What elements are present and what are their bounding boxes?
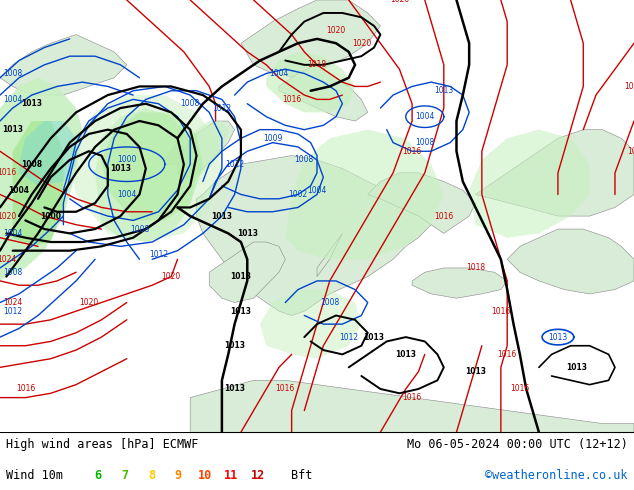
Text: 11: 11 [224, 469, 238, 482]
Text: 9: 9 [174, 469, 182, 482]
Text: 1013: 1013 [363, 333, 385, 342]
Text: 101: 101 [627, 147, 634, 156]
Text: 1013: 1013 [211, 212, 233, 220]
Text: 1020: 1020 [352, 39, 371, 48]
Text: 1012: 1012 [225, 160, 244, 169]
Text: 1016: 1016 [510, 385, 529, 393]
Text: 1016: 1016 [498, 350, 517, 359]
Text: 1013: 1013 [110, 164, 131, 173]
Text: 1018: 1018 [466, 264, 485, 272]
Polygon shape [101, 112, 203, 220]
Text: 1016: 1016 [403, 147, 422, 156]
Polygon shape [412, 268, 507, 298]
Text: Bft: Bft [291, 469, 313, 482]
Text: 1012: 1012 [339, 333, 358, 342]
Text: 7: 7 [121, 469, 129, 482]
Polygon shape [95, 108, 197, 242]
Text: 8: 8 [148, 469, 155, 482]
Text: 1016: 1016 [491, 307, 510, 316]
Text: 1012: 1012 [212, 103, 231, 113]
Polygon shape [197, 156, 431, 316]
Polygon shape [279, 65, 368, 121]
Text: 1024: 1024 [3, 298, 22, 307]
Polygon shape [285, 130, 444, 259]
Text: 1012: 1012 [149, 250, 168, 260]
Text: 1024: 1024 [0, 255, 16, 264]
Text: 1013: 1013 [2, 125, 23, 134]
Text: 1008: 1008 [295, 155, 314, 165]
Polygon shape [476, 130, 634, 216]
Text: 1004: 1004 [3, 229, 22, 238]
Text: 1008: 1008 [181, 99, 200, 108]
Text: 1016: 1016 [276, 385, 295, 393]
Text: ©weatheronline.co.uk: ©weatheronline.co.uk [485, 469, 628, 482]
Text: 1013: 1013 [548, 333, 567, 342]
Polygon shape [317, 233, 342, 276]
Text: 1013: 1013 [230, 272, 252, 281]
Text: 1008: 1008 [21, 160, 42, 169]
Text: 1013: 1013 [465, 367, 486, 376]
Polygon shape [507, 229, 634, 294]
Text: 1016: 1016 [16, 385, 35, 393]
Text: 1004: 1004 [415, 112, 434, 121]
Polygon shape [190, 380, 634, 432]
Text: 1020: 1020 [327, 26, 346, 35]
Polygon shape [209, 242, 285, 302]
Text: 1000: 1000 [40, 212, 61, 220]
Text: Mo 06-05-2024 00:00 UTC (12+12): Mo 06-05-2024 00:00 UTC (12+12) [407, 439, 628, 451]
Text: 1013: 1013 [566, 363, 588, 372]
Polygon shape [260, 290, 361, 359]
Polygon shape [368, 173, 476, 233]
Text: 1013: 1013 [434, 86, 453, 95]
Text: 1020: 1020 [79, 298, 98, 307]
Text: 1016: 1016 [434, 212, 453, 220]
Text: 6: 6 [94, 469, 102, 482]
Polygon shape [13, 121, 63, 246]
Polygon shape [0, 78, 82, 281]
Polygon shape [70, 95, 222, 242]
Text: 1008: 1008 [3, 69, 22, 78]
Text: 1004: 1004 [307, 186, 327, 195]
Polygon shape [178, 121, 235, 177]
Text: 1013: 1013 [224, 341, 245, 350]
Text: 1018: 1018 [307, 60, 327, 69]
Text: 1008: 1008 [415, 138, 434, 147]
Text: 1004: 1004 [269, 69, 288, 78]
Text: 1016: 1016 [282, 95, 301, 104]
Text: 1013: 1013 [230, 307, 252, 316]
Polygon shape [241, 0, 380, 78]
Text: 1004: 1004 [8, 186, 30, 195]
Text: 1004: 1004 [117, 190, 136, 199]
Text: 1020: 1020 [624, 82, 634, 91]
Polygon shape [178, 121, 228, 181]
Text: 1008: 1008 [320, 298, 339, 307]
Text: Wind 10m: Wind 10m [6, 469, 63, 482]
Polygon shape [266, 52, 355, 112]
Text: 1013: 1013 [395, 350, 417, 359]
Text: 1002: 1002 [288, 190, 307, 199]
Polygon shape [19, 121, 76, 186]
Text: 1020: 1020 [162, 272, 181, 281]
Text: 1020: 1020 [390, 0, 409, 4]
Polygon shape [469, 130, 590, 238]
Text: 1012: 1012 [3, 307, 22, 316]
Text: 1020: 1020 [0, 212, 16, 220]
Polygon shape [165, 143, 184, 164]
Text: 10: 10 [198, 469, 212, 482]
Text: 1009: 1009 [263, 134, 282, 143]
Text: 1013: 1013 [224, 385, 245, 393]
Text: 1008: 1008 [130, 224, 149, 234]
Text: 1004: 1004 [3, 95, 22, 104]
Polygon shape [0, 35, 127, 95]
Text: 1016: 1016 [403, 393, 422, 402]
Text: 1008: 1008 [3, 268, 22, 277]
Text: 1013: 1013 [236, 229, 258, 238]
Text: 1013: 1013 [21, 99, 42, 108]
Text: 1016: 1016 [0, 169, 16, 177]
Text: 1000: 1000 [117, 155, 136, 165]
Text: 12: 12 [251, 469, 265, 482]
Text: High wind areas [hPa] ECMWF: High wind areas [hPa] ECMWF [6, 439, 198, 451]
